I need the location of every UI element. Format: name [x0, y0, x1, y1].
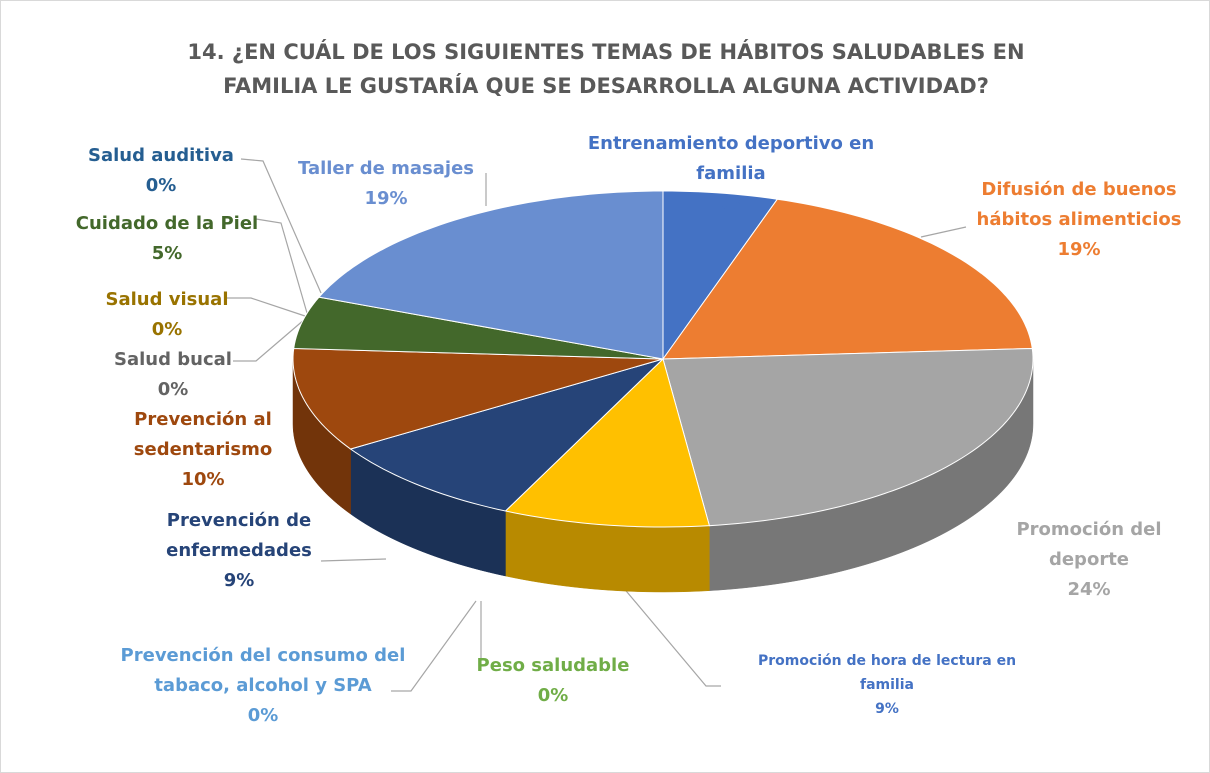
leader-line [920, 226, 967, 238]
value-label: 5% [151, 243, 183, 264]
value-label: 0% [145, 175, 177, 196]
category-label: Taller de masajes [297, 158, 474, 179]
value-label: 0% [537, 685, 569, 706]
data-label: Prevención al sedentarismo 10% [98, 405, 308, 495]
value-label: 10% [181, 469, 225, 490]
data-label: Peso saludable 0% [453, 651, 653, 711]
value-label: 9% [875, 701, 899, 717]
category-label: Promoción del deporte [1016, 519, 1162, 570]
value-label: 9% [223, 570, 255, 591]
leader-line [600, 560, 721, 687]
leader-line [240, 158, 322, 294]
data-label: Promoción del deporte 24% [1004, 515, 1174, 605]
category-label: Prevención de enfermedades [166, 510, 312, 561]
data-label: Promoción de hora de lectura en familia 9… [747, 649, 1027, 721]
data-label: Salud auditiva 0% [61, 141, 261, 201]
data-label: Taller de masajes 19% [276, 154, 496, 214]
pie-tops [292, 190, 1034, 528]
value-label: 5% [715, 193, 747, 214]
data-label: Cuidado de la Piel 5% [67, 209, 267, 269]
category-label: Difusión de buenos hábitos alimenticios [976, 179, 1182, 230]
data-label: Salud visual 0% [82, 285, 252, 345]
value-label: 0% [247, 705, 279, 726]
data-label: Entrenamiento deportivo en familia 5% [551, 129, 911, 219]
category-label: Salud bucal [114, 349, 232, 370]
leader-line [226, 297, 306, 317]
pie-slice [293, 296, 664, 360]
category-label: Cuidado de la Piel [75, 213, 259, 234]
category-label: Entrenamiento deportivo en familia [587, 133, 875, 184]
category-label: Promoción de hora de lectura en familia [757, 653, 1017, 693]
data-label: Difusión de buenos hábitos alimenticios 1… [959, 175, 1199, 265]
value-label: 0% [151, 319, 183, 340]
category-label: Salud visual [105, 289, 229, 310]
pie-slice [292, 347, 664, 450]
category-label: Prevención al sedentarismo [133, 409, 273, 460]
pie-slice [504, 358, 711, 528]
pie-sides [292, 358, 1034, 593]
leader-line [320, 558, 387, 562]
leader-line [255, 218, 308, 314]
data-label: Prevención de enfermedades 9% [134, 506, 344, 596]
pie-slice [662, 198, 1033, 360]
data-label: Prevención del consumo del tabaco, alcoh… [93, 641, 433, 731]
category-label: Prevención del consumo del tabaco, alcoh… [120, 645, 406, 696]
leader-line [233, 318, 306, 362]
pie-slice [349, 358, 664, 512]
value-label: 24% [1067, 579, 1111, 600]
chart-title: 14. ¿EN CUÁL DE LOS SIGUIENTES TEMAS DE … [187, 40, 1025, 98]
category-label: Peso saludable [476, 655, 630, 676]
pie-slice [662, 190, 779, 361]
pie-slice [318, 190, 664, 360]
pie-slice [662, 347, 1034, 527]
leader-lines [226, 158, 967, 692]
data-label: Salud bucal 0% [88, 345, 258, 405]
leader-line [391, 600, 477, 692]
value-label: 0% [157, 379, 189, 400]
value-label: 19% [1057, 239, 1101, 260]
value-label: 19% [364, 188, 408, 209]
category-label: Salud auditiva [88, 145, 234, 166]
